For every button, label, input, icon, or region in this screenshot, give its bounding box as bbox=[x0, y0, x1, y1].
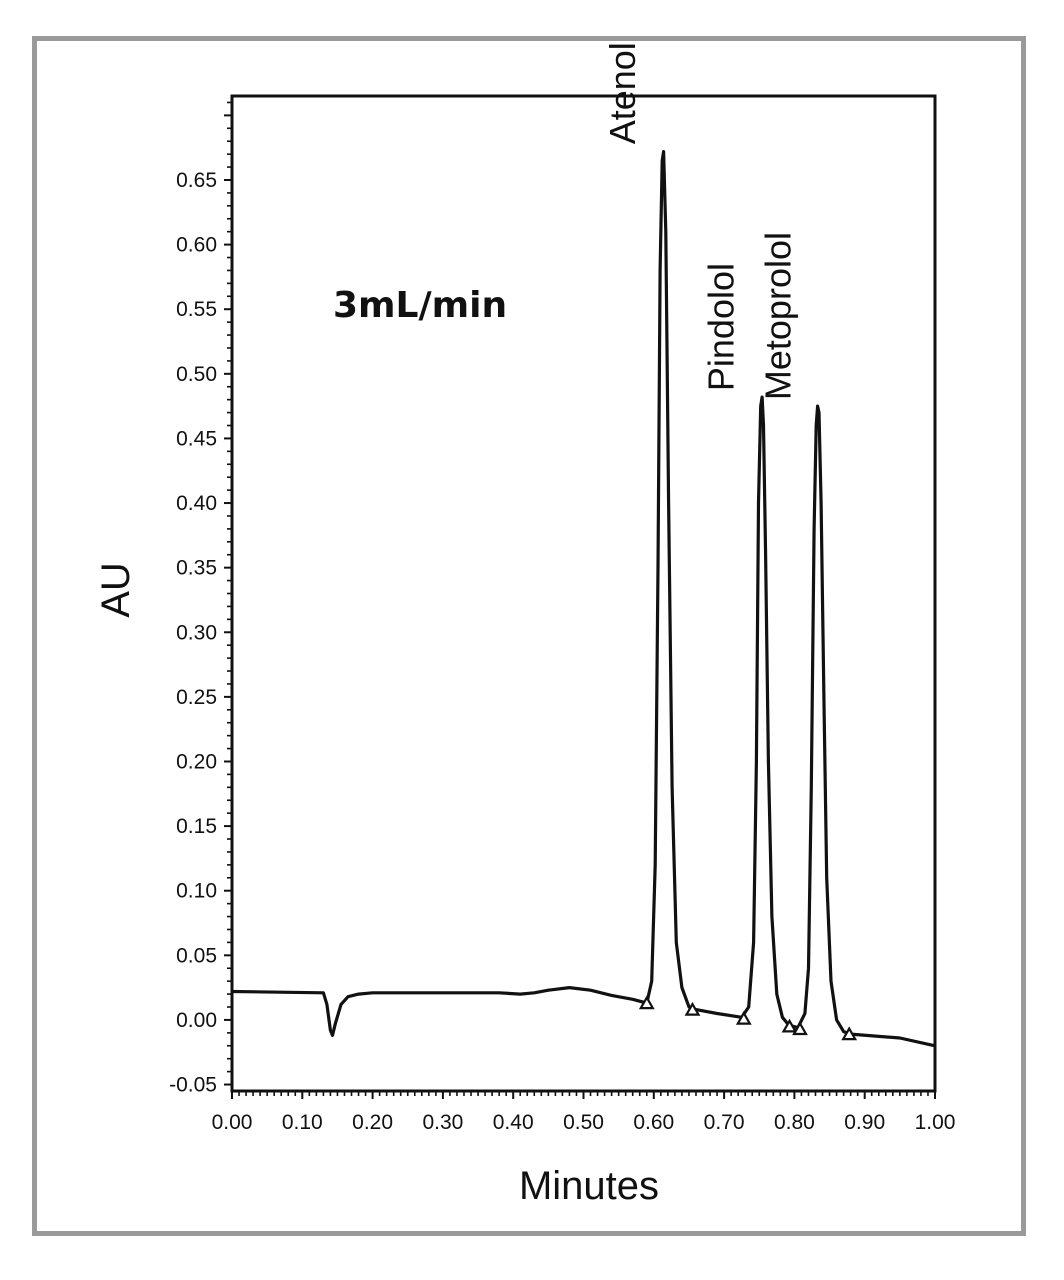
y-axis-title: AU bbox=[94, 562, 138, 618]
y-tick-label: 0.35 bbox=[176, 557, 217, 580]
peak-marker bbox=[841, 1026, 858, 1041]
x-tick-label: 0.20 bbox=[352, 1111, 393, 1134]
x-tick-label: 0.70 bbox=[704, 1111, 745, 1134]
peak-label: Atenolol bbox=[602, 41, 643, 144]
y-tick-label: 0.20 bbox=[176, 750, 217, 773]
y-tick-label: 0.45 bbox=[176, 427, 217, 450]
plot-area bbox=[230, 94, 937, 1093]
x-axis-title: Minutes bbox=[519, 1164, 659, 1208]
peak-marker bbox=[684, 1001, 701, 1016]
peak-marker bbox=[792, 1021, 808, 1036]
y-tick-label: 0.50 bbox=[176, 363, 217, 386]
x-tick-label: 0.80 bbox=[774, 1111, 815, 1134]
x-tick-label: 0.90 bbox=[844, 1111, 885, 1134]
x-tick-label: 0.50 bbox=[563, 1111, 604, 1134]
y-tick-label: 0.65 bbox=[176, 169, 217, 192]
peak-markers bbox=[638, 995, 858, 1041]
peak-labels: Atenolol Pindolol Metoprolol bbox=[602, 41, 798, 400]
chromatogram-chart: -0.05 0.00 0.05 0.10 0.15 0.20 0.25 0.30 0.35 0.4… bbox=[94, 41, 956, 1208]
y-tick-label: 0.40 bbox=[176, 492, 217, 515]
peak-label: Metoprolol bbox=[757, 232, 798, 400]
y-tick-label: 0.60 bbox=[176, 234, 217, 257]
y-tick-label: 0.00 bbox=[176, 1009, 217, 1032]
y-tick-labels: -0.05 0.00 0.05 0.10 0.15 0.20 0.25 0.30 0.35 0.4… bbox=[169, 169, 217, 1097]
y-tick-label: 0.15 bbox=[176, 815, 217, 838]
x-tick-label: 0.10 bbox=[282, 1111, 323, 1134]
peak-marker bbox=[735, 1010, 752, 1025]
y-tick-label: 0.55 bbox=[176, 298, 217, 321]
y-tick-label: 0.25 bbox=[176, 686, 217, 709]
x-tick-label: 0.60 bbox=[633, 1111, 674, 1134]
y-tick-label: -0.05 bbox=[169, 1074, 217, 1097]
x-tick-labels: 0.00 0.10 0.20 0.30 0.40 0.50 0.60 0.70 0.80 0.90… bbox=[212, 1111, 956, 1134]
y-tick-label: 0.10 bbox=[176, 880, 217, 903]
x-tick-label: 1.00 bbox=[915, 1111, 956, 1134]
y-tick-label: 0.30 bbox=[176, 621, 217, 644]
chart-frame: -0.05 0.00 0.05 0.10 0.15 0.20 0.25 0.30 0.35 0.4… bbox=[32, 36, 1026, 1236]
flow-rate-annotation: 3mL/min bbox=[333, 285, 507, 326]
peak-marker bbox=[781, 1018, 798, 1033]
peak-label: Pindolol bbox=[700, 263, 741, 391]
x-tick-label: 0.40 bbox=[493, 1111, 534, 1134]
x-tick-label: 0.00 bbox=[212, 1111, 253, 1134]
x-tick-label: 0.30 bbox=[422, 1111, 463, 1134]
y-tick-label: 0.05 bbox=[176, 944, 217, 967]
peak-marker bbox=[638, 995, 655, 1010]
